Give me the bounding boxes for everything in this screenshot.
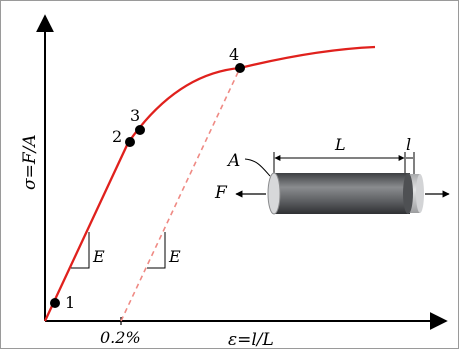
point-2-label: 2 xyxy=(112,127,122,146)
point-3-label: 3 xyxy=(130,106,140,125)
point-2-marker xyxy=(125,137,135,147)
area-label: A xyxy=(226,151,240,171)
x-axis-label: ε=l/L xyxy=(228,330,274,349)
point-3-marker xyxy=(135,125,145,135)
point-1-marker xyxy=(50,298,60,308)
specimen-left-face xyxy=(267,172,281,215)
offset-tick-label: 0.2% xyxy=(100,328,141,347)
point-4-label: 4 xyxy=(229,45,239,64)
elongation-label: l xyxy=(406,135,411,154)
force-label: F xyxy=(214,183,228,203)
point-4-marker xyxy=(235,63,245,73)
slope-triangle-2 xyxy=(147,232,166,269)
slope-label-2: E xyxy=(168,247,181,266)
area-pointer xyxy=(244,158,271,177)
slope-label-1: E xyxy=(92,247,105,266)
length-label: L xyxy=(334,135,346,154)
specimen-body xyxy=(274,173,410,214)
y-axis-label: σ=F/A xyxy=(20,134,40,190)
specimen-right-face xyxy=(403,173,413,214)
specimen: L l A F xyxy=(214,135,450,215)
slope-triangle-1 xyxy=(71,232,90,269)
specimen-extension-cap xyxy=(416,174,424,213)
point-1-label: 1 xyxy=(65,293,75,312)
offset-line xyxy=(120,67,241,322)
